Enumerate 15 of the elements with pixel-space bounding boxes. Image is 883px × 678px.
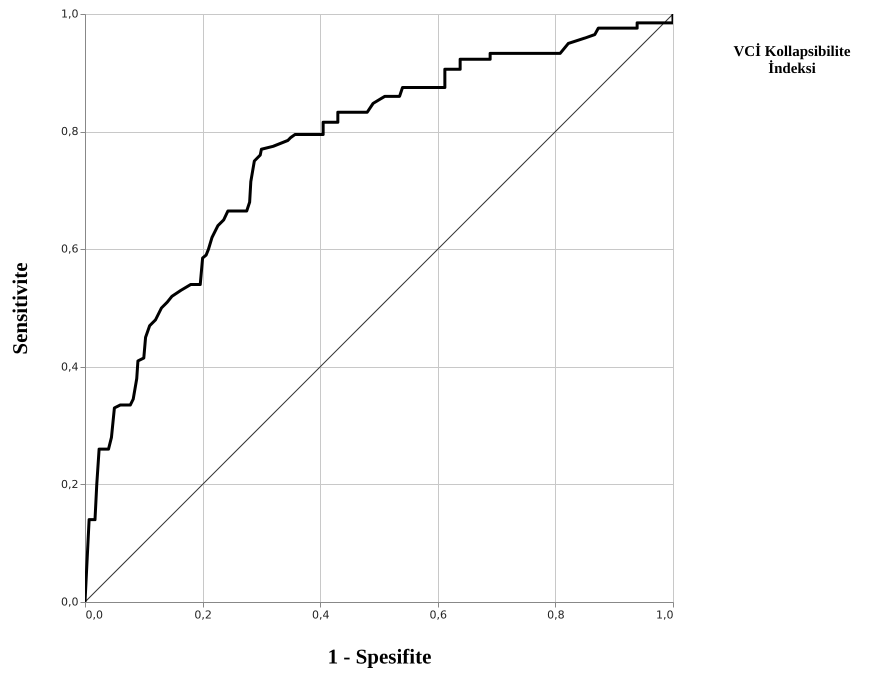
y-tick-label: 0,2 — [61, 478, 78, 491]
x-tick-label: 0,2 — [194, 608, 212, 622]
y-axis-title: Sensitivite — [8, 262, 32, 355]
y-tick-label: 0,8 — [61, 125, 78, 138]
x-tick-label: 0,0 — [86, 608, 103, 622]
x-axis-title: 1 - Spesifite — [328, 644, 432, 668]
x-tick-label: 0,4 — [312, 608, 330, 622]
note-text: VCİ Kollapsibilite İndeksi — [732, 44, 852, 78]
y-tick-label: 1,0 — [61, 8, 78, 20]
x-tick-label: 0,6 — [430, 608, 448, 622]
y-tick-label: 0,0 — [61, 596, 78, 608]
y-tick-label: 0,6 — [61, 242, 78, 256]
x-tick-label: 0,8 — [547, 608, 565, 622]
y-tick-label: 0,4 — [61, 360, 78, 374]
x-tick-label: 1,0 — [656, 608, 674, 622]
